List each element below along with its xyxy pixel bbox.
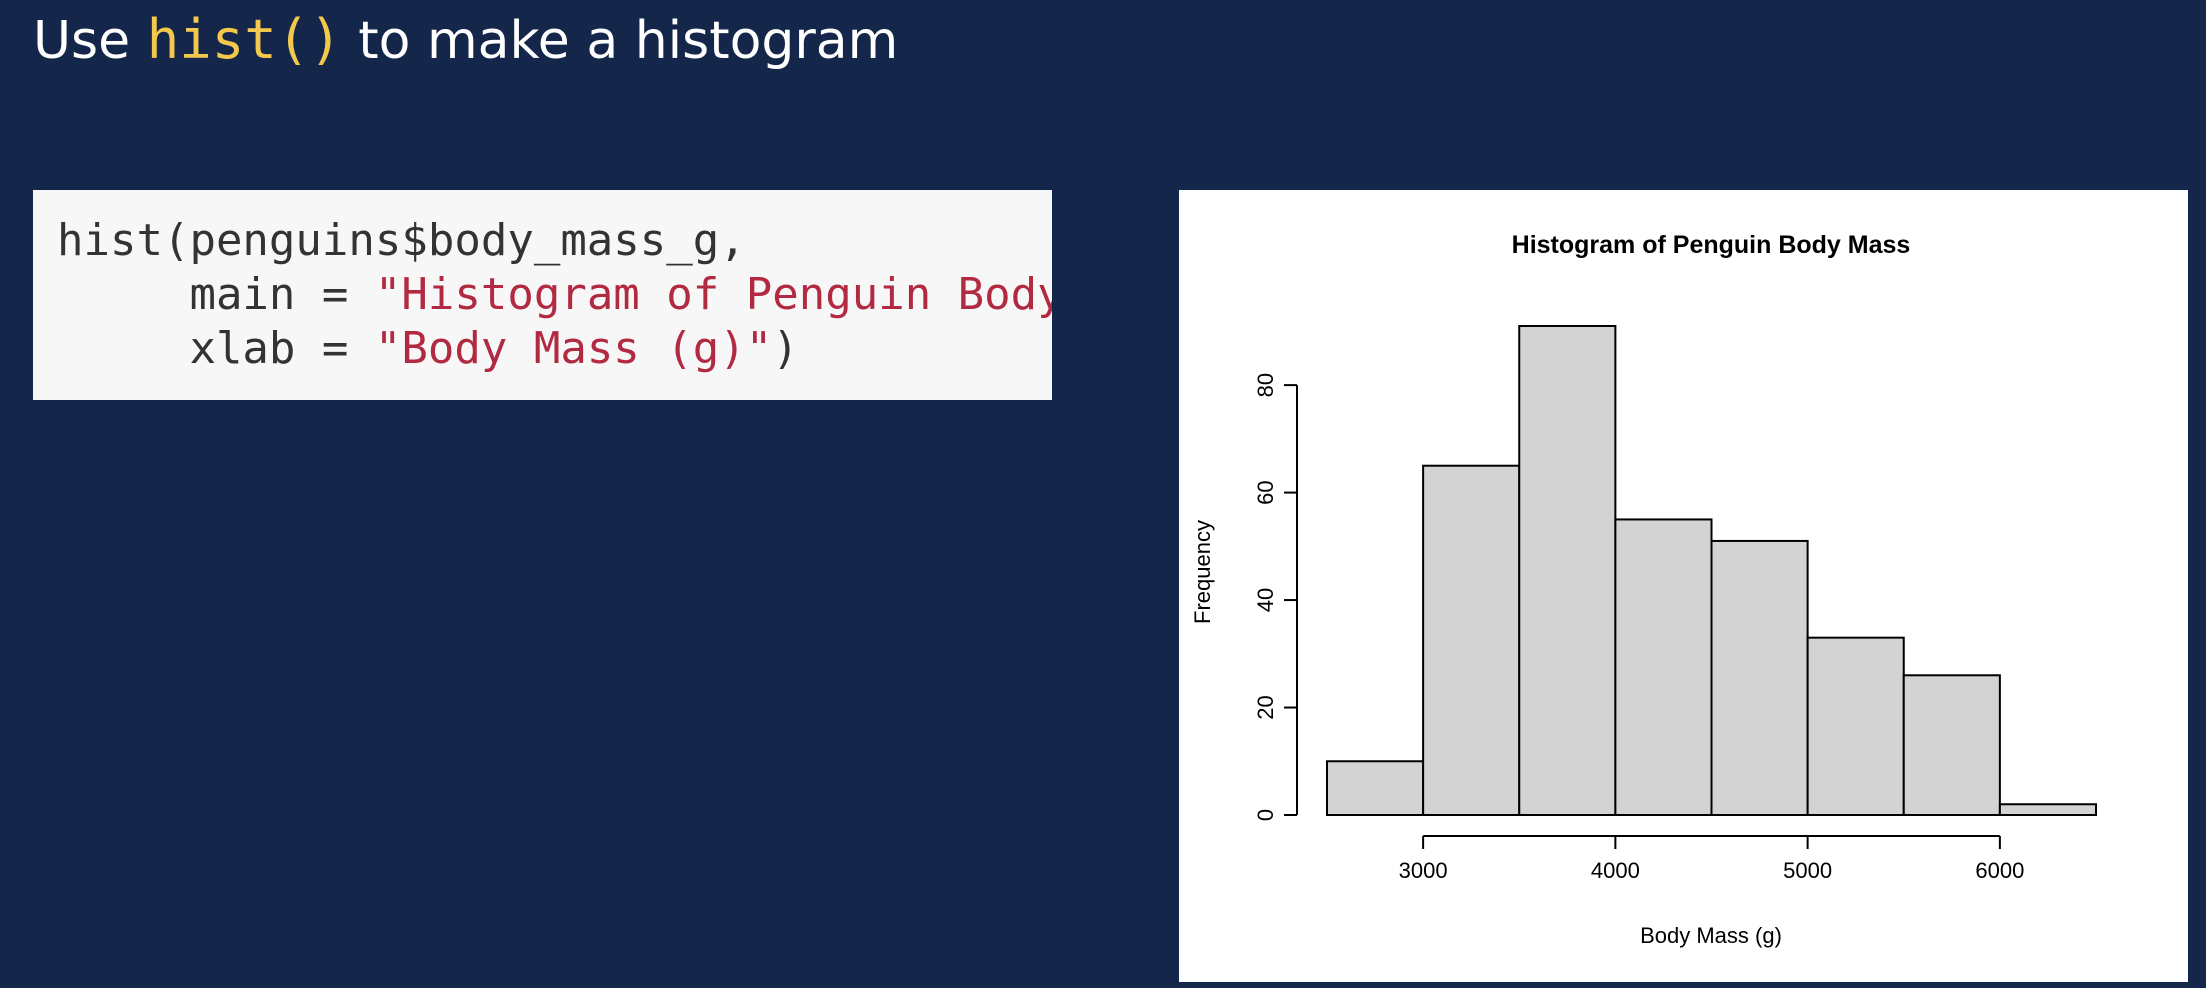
- x-tick-label: 4000: [1591, 858, 1640, 883]
- histogram-chart: Histogram of Penguin Body Mass 0 20 40 60 80…: [1190, 231, 2097, 948]
- histogram-bar: [1998, 803, 2097, 816]
- histogram-bar: [1806, 636, 1905, 816]
- title-text-before: Use: [33, 11, 147, 71]
- slide-title: Use hist() to make a histogram: [33, 6, 898, 75]
- title-text-after: to make a histogram: [341, 11, 899, 71]
- code-text: hist(penguins$body_mass_g, main = "Histo…: [33, 190, 1052, 376]
- x-tick-label: 5000: [1783, 858, 1832, 883]
- y-axis-label: Frequency: [1190, 520, 1215, 624]
- histogram-bar: [1902, 674, 2001, 816]
- x-axis: 3000 4000 5000 6000: [1399, 835, 2024, 883]
- histogram-bar: [1422, 464, 1521, 816]
- histogram-bar: [1518, 325, 1617, 816]
- chart-title: Histogram of Penguin Body Mass: [1512, 231, 1911, 259]
- histogram-bar: [1326, 760, 1425, 816]
- y-tick-label: 20: [1253, 695, 1278, 719]
- y-axis: 0 20 40 60 80: [1253, 373, 1298, 821]
- histogram-bars: [1326, 325, 2097, 816]
- histogram-bar: [1710, 539, 1809, 816]
- code-line-3-string: "Body Mass (g)": [374, 323, 773, 374]
- x-tick-label: 3000: [1399, 858, 1448, 883]
- code-line-3-indent: xlab =: [57, 323, 375, 374]
- x-tick-label: 6000: [1975, 858, 2024, 883]
- title-code: hist(): [146, 8, 342, 71]
- y-tick-label: 80: [1253, 373, 1278, 397]
- histogram-bar: [1614, 518, 1713, 816]
- y-tick-label: 60: [1253, 480, 1278, 504]
- code-line-2-string: "Histogram of Penguin Body Mass",: [374, 269, 1052, 320]
- code-line-3-end: ): [772, 323, 799, 374]
- y-tick-label: 40: [1253, 588, 1278, 612]
- histogram-panel: Histogram of Penguin Body Mass 0 20 40 60 80…: [1179, 190, 2188, 982]
- x-axis-label: Body Mass (g): [1640, 923, 1782, 948]
- code-block: hist(penguins$body_mass_g, main = "Histo…: [33, 190, 1052, 400]
- code-line-2-indent: main =: [57, 269, 375, 320]
- code-line-1: hist(penguins$body_mass_g,: [57, 215, 746, 266]
- y-tick-label: 0: [1253, 809, 1278, 821]
